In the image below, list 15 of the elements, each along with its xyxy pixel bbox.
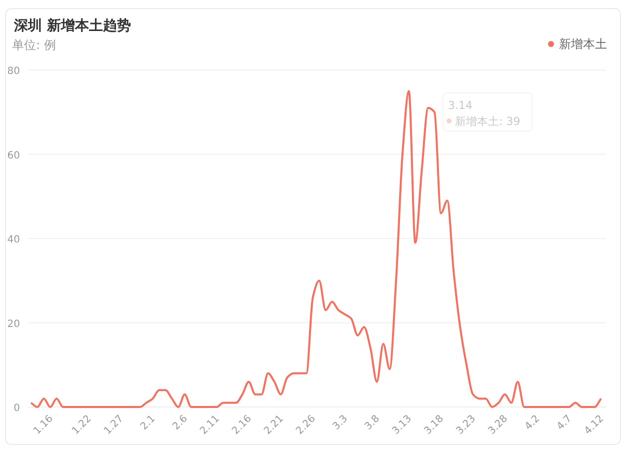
y-tick-label: 80 — [7, 66, 20, 77]
chart-subtitle: 单位: 例 — [12, 38, 56, 52]
y-tick-label: 40 — [7, 234, 20, 246]
x-tick-label: 4.7 — [555, 413, 574, 432]
x-tick-label: 2.1 — [138, 413, 158, 432]
x-tick-label: 3.3 — [330, 413, 350, 432]
y-tick-label: 20 — [7, 318, 20, 330]
line-series — [30, 90, 602, 408]
chart-title: 深圳 新增本土趋势 — [13, 17, 131, 34]
legend-label: 新增本土 — [559, 37, 607, 51]
x-tick-label: 3.8 — [362, 413, 382, 432]
y-tick-label: 0 — [14, 403, 20, 414]
y-tick-label: 60 — [7, 150, 20, 162]
x-tick-label: 4.2 — [523, 413, 542, 432]
x-tick-label: 2.6 — [170, 413, 190, 432]
